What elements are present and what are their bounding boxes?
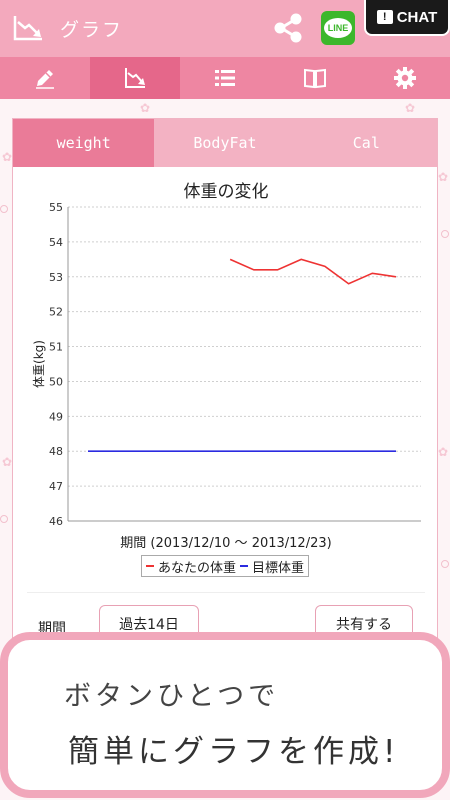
series-line-weight (229, 258, 397, 285)
tab-graph[interactable] (90, 57, 180, 99)
list-icon (215, 70, 235, 86)
chat-button[interactable]: ! CHAT (364, 0, 450, 36)
flower-decoration: ✿ (438, 170, 449, 184)
flower-decoration: ✿ (140, 101, 151, 115)
bead-decoration (0, 205, 8, 213)
y-tick-label: 52 (49, 306, 63, 319)
y-tick-label: 46 (49, 515, 63, 528)
y-tick-label: 49 (49, 410, 63, 423)
chat-bubble-icon: ! (376, 10, 393, 24)
y-tick-label: 54 (49, 236, 63, 249)
graph-icon (125, 68, 145, 88)
y-tick-label: 47 (49, 480, 63, 493)
tab-list[interactable] (180, 57, 270, 99)
chart-legend: あなたの体重 目標体重 (141, 555, 310, 577)
legend-swatch-goal (240, 565, 249, 567)
flower-decoration: ✿ (438, 445, 449, 459)
nav-bar (0, 57, 450, 99)
y-tick-label: 50 (49, 375, 63, 388)
share-icon[interactable] (272, 12, 304, 44)
y-axis-label: 体重(kg) (32, 340, 46, 388)
pencil-icon (36, 70, 54, 89)
graph-icon (13, 16, 42, 41)
bead-decoration (441, 560, 449, 568)
bead-decoration (441, 230, 449, 238)
y-tick-label: 48 (49, 445, 63, 458)
line-label: LINE (324, 18, 352, 38)
weight-chart: 55 54 53 52 51 50 49 48 47 46 体重(kg) (32, 201, 421, 528)
tab-cal[interactable]: Cal (295, 119, 437, 167)
tab-record[interactable] (0, 57, 90, 99)
promo-line-2: 簡単にグラフを作成! (68, 734, 400, 770)
tab-diary[interactable] (270, 57, 360, 99)
book-icon (304, 68, 326, 89)
tab-bodyfat[interactable]: BodyFat (154, 119, 296, 167)
chat-label: CHAT (396, 8, 438, 26)
y-tick-label: 53 (49, 271, 63, 284)
flower-decoration: ✿ (405, 101, 416, 115)
graph-card: weight BodyFat Cal 体重の変化 55 54 53 52 51 50 49 4… (12, 118, 438, 678)
tab-settings[interactable] (360, 57, 450, 99)
flower-decoration: ✿ (2, 455, 13, 469)
flower-decoration: ✿ (2, 150, 13, 164)
tab-weight[interactable]: weight (13, 119, 155, 167)
gear-icon (394, 67, 416, 89)
legend-label-weight: あなたの体重 (158, 560, 237, 576)
bead-decoration (0, 515, 8, 523)
y-tick-label: 51 (49, 341, 63, 354)
legend-swatch-weight (146, 565, 154, 567)
y-tick-label: 55 (49, 201, 63, 214)
page-title: グラフ (60, 19, 124, 41)
metric-tabs: weight BodyFat Cal (13, 119, 437, 167)
divider (27, 592, 425, 593)
promo-line-1: ボタンひとつで (64, 681, 280, 712)
legend-label-goal: 目標体重 (252, 560, 305, 576)
chart-title: 体重の変化 (183, 182, 269, 202)
promo-banner: ボタンひとつで 簡単にグラフを作成! (0, 632, 450, 798)
x-axis-label: 期間 (2013/12/10 ～ 2013/12/23) (120, 536, 332, 551)
line-share-button[interactable]: LINE (321, 11, 355, 45)
